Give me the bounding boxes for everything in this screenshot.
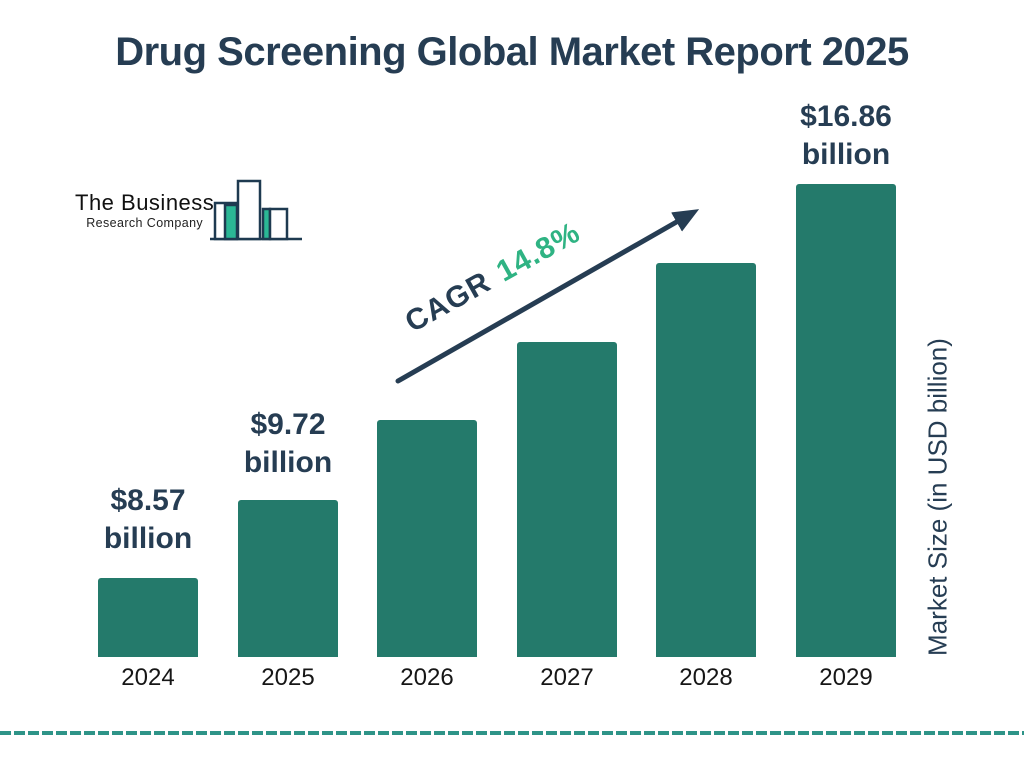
bar-value-label-2024: $8.57 billion xyxy=(68,482,228,558)
bar-chart-logo-icon xyxy=(210,179,303,241)
value-unit: billion xyxy=(243,446,333,479)
x-tick-2026: 2026 xyxy=(400,664,454,691)
footer-dashed-divider xyxy=(0,731,1024,735)
logo-text: The Business Research Company xyxy=(75,190,214,244)
cagr-value: 14.8% xyxy=(491,215,586,289)
bar-2025 xyxy=(238,500,338,657)
x-tick-2029: 2029 xyxy=(819,664,873,691)
page-title: Drug Screening Global Market Report 2025 xyxy=(115,30,909,74)
x-tick-2024: 2024 xyxy=(121,664,175,691)
logo-text-secondary: Research Company xyxy=(86,216,204,230)
value-amount: $9.72 xyxy=(250,408,326,441)
logo-text-primary: The Business xyxy=(75,190,215,215)
y-axis-label: Market Size (in USD billion) xyxy=(922,338,953,656)
bar-value-label-2025: $9.72 billion xyxy=(208,406,368,482)
bar-2028 xyxy=(656,263,756,657)
bar-2029 xyxy=(796,184,896,657)
company-logo: The Business Research Company xyxy=(75,178,303,244)
x-tick-2028: 2028 xyxy=(679,664,733,691)
value-unit: billion xyxy=(801,138,891,171)
x-tick-2025: 2025 xyxy=(261,664,315,691)
value-unit: billion xyxy=(103,522,193,555)
value-amount: $8.57 xyxy=(110,484,186,517)
bar-2026 xyxy=(377,420,477,657)
value-amount: $16.86 xyxy=(800,100,892,133)
x-tick-2027: 2027 xyxy=(540,664,594,691)
cagr-annotation: CAGR14.8% xyxy=(400,216,587,340)
bar-2024 xyxy=(98,578,198,657)
cagr-label: CAGR xyxy=(399,265,497,339)
bar-value-label-2029: $16.86 billion xyxy=(766,98,926,174)
bar-2027 xyxy=(517,342,617,657)
